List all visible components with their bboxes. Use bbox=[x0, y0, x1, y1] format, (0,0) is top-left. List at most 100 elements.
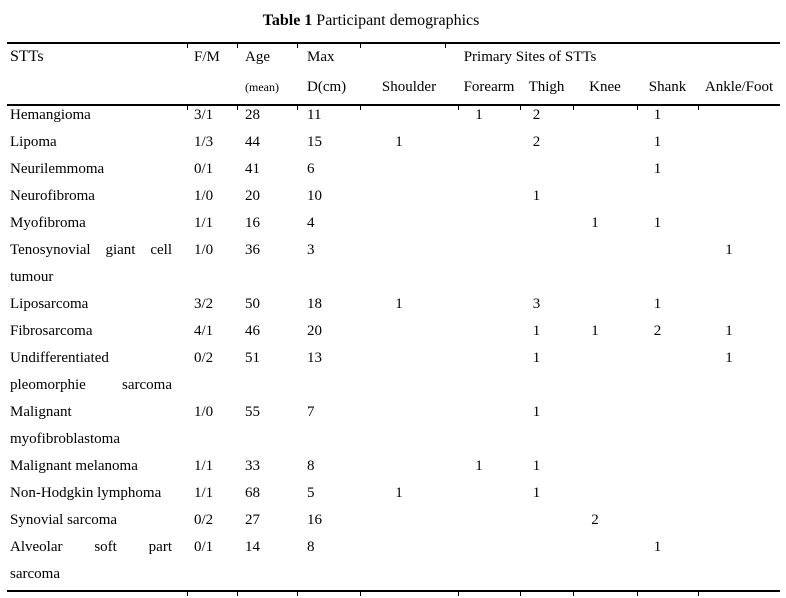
site-ankle-foot-cell bbox=[698, 480, 780, 507]
max-d-cell: 5 bbox=[307, 485, 315, 501]
column-boundary-tick bbox=[637, 592, 638, 596]
column-boundary-tick bbox=[637, 106, 638, 110]
site-thigh-cell: 1 bbox=[532, 485, 541, 501]
stt-name-line: Malignant melanoma bbox=[10, 458, 138, 474]
age-cell: 55 bbox=[245, 404, 260, 420]
table-row: Fibrosarcoma 4/1 46 20 1 1 2 1 bbox=[7, 318, 780, 345]
header-site-forearm: Forearm bbox=[463, 79, 515, 95]
max-d-cell: 16 bbox=[307, 512, 322, 528]
stt-name-cell: Tenosynovial giant cell tumour bbox=[7, 237, 187, 291]
max-d-cell: 6 bbox=[307, 161, 315, 177]
stt-name-line: Non-Hodgkin lymphoma bbox=[10, 485, 162, 501]
site-forearm-cell bbox=[458, 210, 520, 237]
site-forearm-cell bbox=[458, 156, 520, 183]
max-d-cell: 10 bbox=[307, 188, 322, 204]
site-ankle-foot-cell bbox=[698, 156, 780, 183]
site-ankle-foot-cell: 1 bbox=[725, 323, 733, 339]
stt-name-line: Tenosynovial giant cell bbox=[10, 242, 172, 258]
site-knee-cell bbox=[573, 129, 637, 156]
max-d-cell: 4 bbox=[307, 215, 315, 231]
table-caption-text: Participant demographics bbox=[316, 12, 480, 29]
site-thigh-cell bbox=[520, 210, 573, 237]
site-ankle-foot-cell: 1 bbox=[725, 350, 733, 366]
stt-name-cell: Undifferentiated pleomorphie sarcoma bbox=[7, 345, 187, 399]
column-boundary-tick bbox=[520, 106, 521, 110]
site-thigh-cell: 1 bbox=[532, 188, 541, 204]
table-row: Myofibroma 1/1 16 4 1 1 bbox=[7, 210, 780, 237]
fm-cell: 0/2 bbox=[194, 350, 214, 366]
stt-name-cell: Neurofibroma bbox=[7, 183, 187, 210]
site-shoulder-cell bbox=[360, 399, 458, 453]
fm-cell: 1/0 bbox=[194, 242, 214, 258]
site-thigh-cell bbox=[520, 237, 573, 291]
site-ankle-foot-cell bbox=[698, 507, 780, 534]
site-ankle-foot-cell bbox=[698, 183, 780, 210]
stt-name-line: Synovial sarcoma bbox=[10, 512, 118, 528]
site-shank-cell bbox=[637, 480, 698, 507]
site-shank-cell bbox=[637, 507, 698, 534]
column-boundary-tick bbox=[520, 592, 521, 596]
fm-cell: 1/1 bbox=[194, 485, 214, 501]
column-boundary-tick bbox=[237, 592, 238, 596]
site-forearm-cell bbox=[458, 507, 520, 534]
site-shank-cell: 1 bbox=[653, 107, 662, 123]
fm-cell: 1/3 bbox=[194, 134, 214, 150]
site-ankle-foot-cell bbox=[698, 399, 780, 453]
header-site-shoulder: Shoulder bbox=[381, 79, 437, 95]
table-row: Non-Hodgkin lymphoma 1/1 68 5 1 1 bbox=[7, 480, 780, 507]
table-row: Alveolar soft part sarcoma 0/1 14 8 1 bbox=[7, 534, 780, 588]
header-max-d: Max D(cm) bbox=[307, 49, 347, 95]
site-thigh-cell bbox=[520, 507, 573, 534]
stt-name-cell: Non-Hodgkin lymphoma bbox=[7, 480, 187, 507]
age-cell: 41 bbox=[245, 161, 260, 177]
stt-name-line: Alveolar soft part bbox=[10, 539, 172, 555]
site-shank-cell bbox=[637, 237, 698, 291]
table-row: Lipoma 1/3 44 15 1 2 1 bbox=[7, 129, 780, 156]
age-cell: 16 bbox=[245, 215, 260, 231]
max-d-cell: 20 bbox=[307, 323, 322, 339]
stt-name-line: Lipoma bbox=[10, 134, 57, 150]
site-shank-cell: 2 bbox=[653, 323, 662, 339]
site-knee-cell bbox=[573, 534, 637, 588]
fm-cell: 0/1 bbox=[194, 539, 214, 555]
site-shoulder-cell bbox=[360, 453, 458, 480]
stt-name-line: tumour bbox=[10, 269, 54, 285]
site-shoulder-cell bbox=[360, 102, 458, 129]
column-boundary-tick bbox=[187, 106, 188, 110]
stt-name-cell: Lipoma bbox=[7, 129, 187, 156]
site-forearm-cell bbox=[458, 399, 520, 453]
site-thigh-cell: 3 bbox=[532, 296, 541, 312]
site-knee-cell bbox=[573, 291, 637, 318]
site-shoulder-cell bbox=[360, 534, 458, 588]
header-stts: STTs bbox=[10, 48, 44, 65]
site-shoulder-cell: 1 bbox=[395, 485, 403, 501]
max-d-cell: 11 bbox=[307, 107, 322, 123]
table-rule-top bbox=[7, 42, 780, 44]
site-ankle-foot-cell bbox=[698, 129, 780, 156]
stt-name-cell: Neurilemmoma bbox=[7, 156, 187, 183]
site-thigh-cell: 2 bbox=[532, 107, 541, 123]
age-cell: 36 bbox=[245, 242, 260, 258]
table-row: Liposarcoma 3/2 50 18 1 3 1 bbox=[7, 291, 780, 318]
site-ankle-foot-cell: 1 bbox=[725, 242, 733, 258]
table-header: STTs F/M Age (mean) Max D(cm) Primary Si… bbox=[7, 42, 780, 102]
site-shoulder-cell: 1 bbox=[395, 296, 403, 312]
column-boundary-tick bbox=[360, 592, 361, 596]
max-d-cell: 8 bbox=[307, 539, 315, 555]
table-caption: Table 1 Participant demographics bbox=[0, 0, 786, 40]
site-shank-cell bbox=[637, 183, 698, 210]
stt-name-cell: Fibrosarcoma bbox=[7, 318, 187, 345]
site-knee-cell bbox=[573, 183, 637, 210]
table-row: Neurilemmoma 0/1 41 6 1 bbox=[7, 156, 780, 183]
site-forearm-cell: 1 bbox=[475, 107, 483, 123]
table-body: Hemangioma 3/1 28 11 1 2 1 Lipoma 1/3 44… bbox=[7, 102, 780, 588]
stt-name-cell: Alveolar soft part sarcoma bbox=[7, 534, 187, 588]
site-knee-cell bbox=[573, 345, 637, 399]
site-shoulder-cell: 1 bbox=[395, 134, 403, 150]
site-ankle-foot-cell bbox=[698, 453, 780, 480]
site-thigh-cell: 1 bbox=[532, 404, 541, 420]
header-site-shank: Shank bbox=[648, 79, 687, 95]
table-row: Malignant myofibroblastoma 1/0 55 7 1 bbox=[7, 399, 780, 453]
demographics-table-container: STTs F/M Age (mean) Max D(cm) Primary Si… bbox=[7, 42, 780, 598]
max-d-cell: 18 bbox=[307, 296, 322, 312]
